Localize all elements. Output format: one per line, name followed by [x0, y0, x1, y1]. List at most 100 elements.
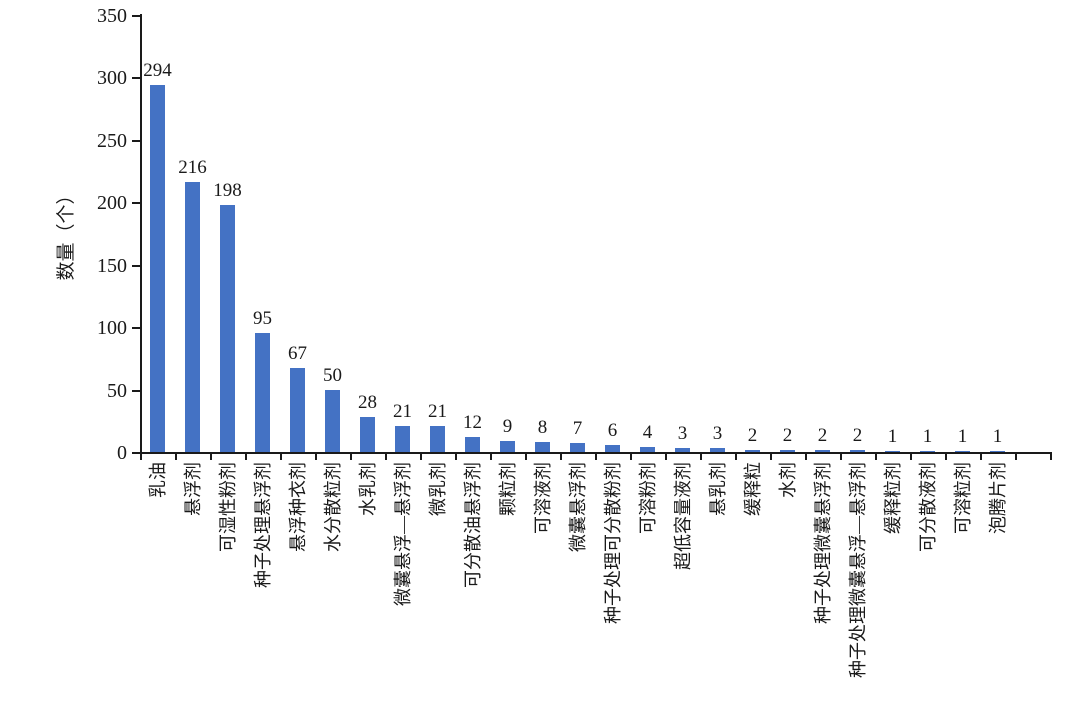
x-tick: [420, 454, 422, 460]
bar-value-label: 3: [712, 423, 723, 445]
y-tick-label: 300: [97, 67, 127, 90]
bar: [920, 450, 935, 452]
x-category-label: 可分散液剂: [917, 462, 938, 552]
y-tick-label: 200: [97, 192, 127, 215]
y-tick-label: 150: [97, 254, 127, 277]
bar-value-label: 95: [253, 308, 272, 330]
x-category-label: 种子处理可分散粉剂: [602, 462, 623, 624]
y-tick: [132, 327, 140, 330]
x-category-label: 种子处理微囊悬浮剂: [812, 462, 833, 624]
bar: [815, 449, 830, 452]
bar: [780, 449, 795, 452]
bar-value-label: 2: [782, 424, 793, 446]
y-tick-label: 100: [97, 317, 127, 340]
bar-value-label: 21: [428, 400, 447, 422]
x-tick: [980, 454, 982, 460]
x-category-label: 可溶粉剂: [637, 462, 658, 534]
x-category-label: 颗粒剂: [497, 462, 518, 516]
x-tick: [315, 454, 317, 460]
x-category-label: 微乳剂: [427, 462, 448, 516]
bar-value-label: 3: [677, 423, 688, 445]
x-category-label: 种子处理悬浮剂: [252, 462, 273, 588]
x-axis-line: [140, 452, 1052, 454]
bar: [500, 440, 515, 452]
bar: [955, 450, 970, 452]
x-category-label: 微囊悬浮剂: [567, 462, 588, 552]
bar-value-label: 67: [288, 343, 307, 365]
bar: [360, 417, 375, 452]
bar-value-label: 216: [178, 157, 207, 179]
bar: [710, 448, 725, 452]
x-tick: [1015, 454, 1017, 460]
bar: [850, 449, 865, 452]
x-tick: [665, 454, 667, 460]
x-tick: [875, 454, 877, 460]
bar-value-label: 21: [393, 400, 412, 422]
bar-value-label: 9: [502, 415, 513, 437]
bar-value-label: 2: [747, 424, 758, 446]
x-category-label: 水乳剂: [357, 462, 378, 516]
bar: [745, 449, 760, 452]
x-category-label: 乳油: [147, 462, 168, 498]
x-tick: [595, 454, 597, 460]
bar: [885, 450, 900, 452]
bar-value-label: 12: [463, 412, 482, 434]
bar-value-label: 1: [992, 425, 1003, 447]
bar: [325, 389, 340, 452]
x-tick: [700, 454, 702, 460]
bar-value-label: 1: [922, 425, 933, 447]
y-tick-label: 50: [107, 379, 127, 402]
x-tick: [560, 454, 562, 460]
bar-value-label: 50: [323, 364, 342, 386]
y-tick: [132, 202, 140, 205]
y-tick: [132, 264, 140, 267]
y-tick-label: 0: [117, 442, 127, 464]
bar-value-label: 4: [642, 422, 653, 443]
x-category-label: 可溶液剂: [532, 462, 553, 534]
y-axis-line: [140, 14, 142, 454]
x-tick: [945, 454, 947, 460]
x-tick: [805, 454, 807, 460]
y-tick: [132, 15, 140, 17]
bar-value-label: 1: [957, 425, 968, 447]
bar-value-label: 1: [887, 425, 898, 447]
x-category-label: 微囊悬浮—悬浮剂: [392, 462, 413, 606]
bar: [535, 442, 550, 452]
x-tick: [525, 454, 527, 460]
x-tick: [840, 454, 842, 460]
x-tick: [245, 454, 247, 460]
x-category-label: 可溶粒剂: [952, 462, 973, 534]
x-tick: [770, 454, 772, 460]
bar: [465, 437, 480, 452]
bar-value-label: 8: [537, 417, 548, 438]
x-category-label: 超低容量液剂: [672, 462, 693, 570]
x-tick: [350, 454, 352, 460]
x-tick: [140, 454, 142, 460]
x-tick: [175, 454, 177, 460]
x-category-label: 种子处理微囊悬浮—悬浮剂: [847, 462, 868, 678]
bar-value-label: 294: [143, 59, 172, 81]
bar: [605, 444, 620, 452]
bar: [570, 443, 585, 452]
x-tick: [280, 454, 282, 460]
x-category-label: 缓释粒: [742, 462, 763, 516]
x-category-label: 水分散粒剂: [322, 462, 343, 552]
x-category-label: 悬乳剂: [707, 462, 728, 516]
bar: [395, 425, 410, 452]
x-tick: [1050, 454, 1052, 460]
bar: [640, 447, 655, 452]
x-category-label: 水剂: [777, 462, 798, 498]
y-tick: [132, 139, 140, 142]
y-tick: [132, 77, 140, 80]
bar: [185, 182, 200, 452]
bar: [220, 204, 235, 452]
y-tick: [132, 389, 140, 392]
bar-value-label: 7: [572, 418, 583, 440]
x-tick: [630, 454, 632, 460]
x-tick: [210, 454, 212, 460]
x-tick: [735, 454, 737, 460]
bar-value-label: 28: [358, 392, 377, 414]
bar-value-label: 2: [817, 424, 828, 446]
bar: [990, 450, 1005, 452]
